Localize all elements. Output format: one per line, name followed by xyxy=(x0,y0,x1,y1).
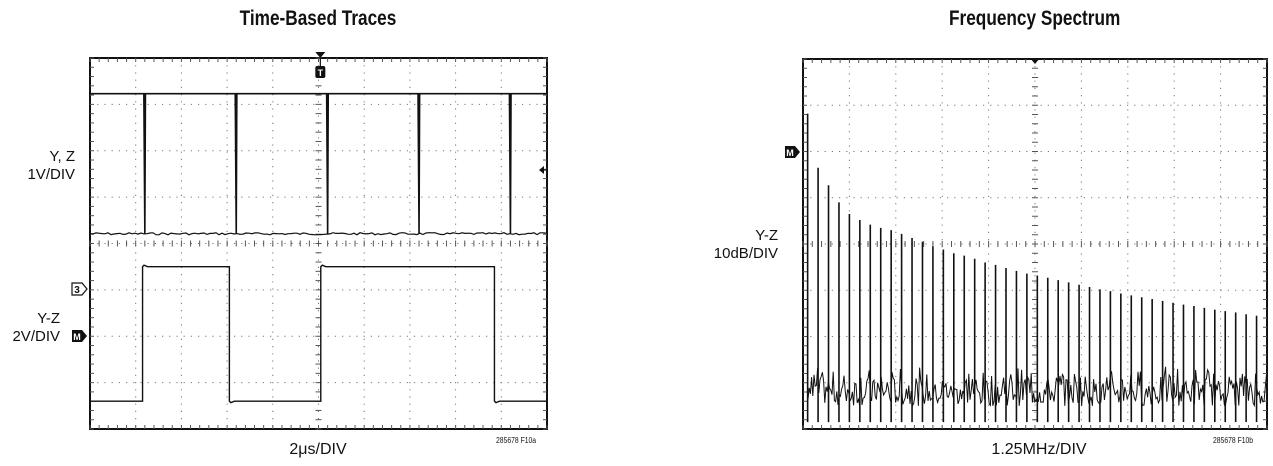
spectrum-center-marker xyxy=(1030,58,1040,64)
trigger-badge xyxy=(315,66,326,78)
left-chart-title: Time-Based Traces xyxy=(239,7,397,30)
trace-yz-upper-low xyxy=(89,232,547,236)
left-upper-axis-label: Y, Z 1V/DIV xyxy=(0,148,75,184)
left-lower-axis-label: Y-Z 2V/DIV xyxy=(0,310,60,346)
left-lower-label-line2: 2V/DIV xyxy=(12,328,60,345)
right-ylabel-line2: 10dB/DIV xyxy=(713,245,778,262)
left-screen xyxy=(89,57,548,430)
left-upper-label-line2: 1V/DIV xyxy=(27,166,75,183)
left-lower-label-line1: Y-Z xyxy=(37,310,60,327)
math-marker-right-text: M xyxy=(786,148,794,158)
channel3-marker: 3 xyxy=(71,282,88,296)
trigger-arrow xyxy=(315,52,326,58)
math-marker-right: M xyxy=(785,146,800,158)
right-x-axis-label: 1.25MHz/DIV xyxy=(991,441,1087,458)
trigger-marker: T xyxy=(315,52,326,78)
right-ylabel-line1: Y-Z xyxy=(755,227,778,244)
right-screen xyxy=(802,58,1268,430)
trigger-text: T xyxy=(318,68,324,78)
math-marker-right-shape xyxy=(785,146,800,158)
math-marker-left: M xyxy=(72,330,87,342)
channel3-marker-shape xyxy=(71,282,88,296)
harmonic-spikes xyxy=(806,113,1258,423)
trace-y-minus-z-square xyxy=(90,264,547,404)
math-marker-left-text: M xyxy=(73,332,81,342)
channel3-marker-text: 3 xyxy=(74,285,80,296)
right-y-axis-label: Y-Z 10dB/DIV xyxy=(690,227,778,263)
level-arrow-marker xyxy=(539,166,544,174)
math-marker-left-shape xyxy=(72,330,87,342)
left-upper-label-line1: Y, Z xyxy=(49,148,75,165)
left-figure-id: 285678 F10a xyxy=(496,436,537,445)
left-x-axis-label: 2μs/DIV xyxy=(289,441,347,458)
right-figure-id: 285678 F10b xyxy=(1213,436,1254,445)
right-chart-title: Frequency Spectrum xyxy=(949,7,1121,30)
